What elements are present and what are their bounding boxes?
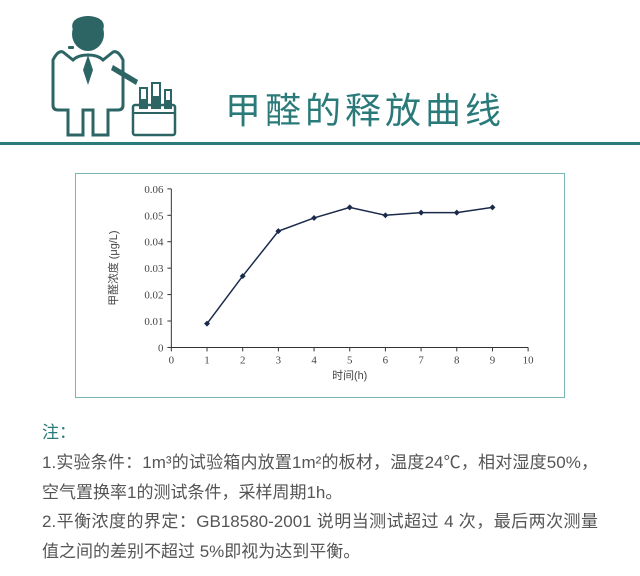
notes-heading: 注： xyxy=(42,418,598,448)
svg-text:9: 9 xyxy=(490,354,495,366)
svg-text:0.02: 0.02 xyxy=(144,290,163,302)
svg-text:8: 8 xyxy=(454,354,460,366)
svg-text:0: 0 xyxy=(169,354,175,366)
svg-text:1: 1 xyxy=(204,354,209,366)
svg-text:0.01: 0.01 xyxy=(144,316,163,328)
svg-text:4: 4 xyxy=(311,354,317,366)
svg-text:0.04: 0.04 xyxy=(144,237,164,249)
svg-text:时间(h): 时间(h) xyxy=(332,369,367,382)
svg-text:5: 5 xyxy=(347,354,353,366)
notes-section: 注： 1.实验条件：1m³的试验箱内放置1m²的板材，温度24℃，相对湿度50%… xyxy=(42,418,598,567)
svg-text:3: 3 xyxy=(276,354,282,366)
scientist-icon xyxy=(28,10,178,140)
release-curve-chart: 0 0.01 0.02 0.03 0.04 0.05 0.06 0 1 2 3 4 5 6 7 8 9 10 时间(… xyxy=(75,173,565,398)
svg-text:0.05: 0.05 xyxy=(144,210,164,222)
svg-text:甲醛浓度 (μg/L): 甲醛浓度 (μg/L) xyxy=(106,231,120,306)
svg-text:0.06: 0.06 xyxy=(144,184,164,196)
svg-text:0: 0 xyxy=(158,342,164,354)
svg-text:10: 10 xyxy=(523,354,534,366)
chart-svg: 0 0.01 0.02 0.03 0.04 0.05 0.06 0 1 2 3 4 5 6 7 8 9 10 时间(… xyxy=(76,174,564,397)
header: 甲醛的释放曲线 xyxy=(0,0,640,145)
notes-line-2: 2.平衡浓度的界定：GB18580-2001 说明当测试超过 4 次，最后两次测… xyxy=(42,507,598,567)
svg-text:2: 2 xyxy=(240,354,245,366)
svg-text:7: 7 xyxy=(418,354,424,366)
notes-line-1: 1.实验条件：1m³的试验箱内放置1m²的板材，温度24℃，相对湿度50%，空气… xyxy=(42,448,598,508)
svg-text:0.03: 0.03 xyxy=(144,263,164,275)
page-title: 甲醛的释放曲线 xyxy=(225,82,505,134)
svg-text:6: 6 xyxy=(383,354,389,366)
